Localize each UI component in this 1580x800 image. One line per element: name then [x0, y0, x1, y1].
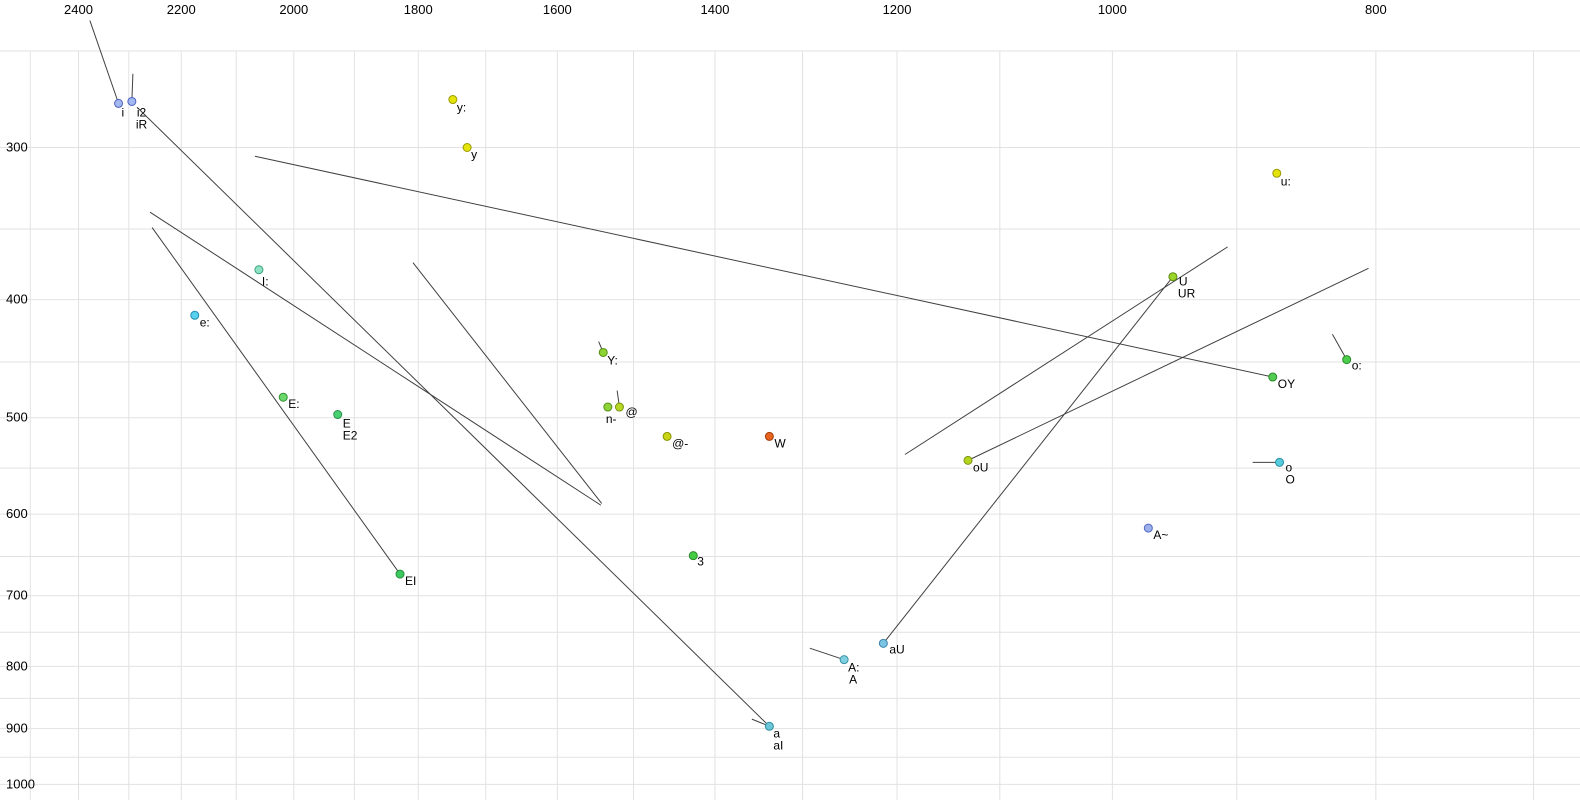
- vowel-point-a-nasal[interactable]: [1143, 523, 1153, 533]
- trajectory-line: [149, 211, 602, 506]
- vowel-point-au[interactable]: [878, 638, 888, 648]
- vowel-label-au: aU: [889, 642, 904, 656]
- vowel-label-schwa: @: [625, 405, 637, 419]
- y-axis-tick-label: 600: [6, 506, 28, 521]
- vowel-label-schwa-low: @-: [672, 436, 688, 450]
- vowel-label-e-cap: E2: [343, 429, 358, 443]
- vowel-point-a-cap-long[interactable]: [839, 655, 849, 665]
- y-axis-tick-label: 800: [6, 658, 28, 673]
- vowel-label-o-cap: o: [1286, 460, 1293, 474]
- vowel-point-y[interactable]: [462, 142, 472, 152]
- y-axis-tick-label: 500: [6, 410, 28, 425]
- x-axis-tick-label: 1400: [701, 2, 730, 17]
- vowel-label-a: aI: [773, 738, 783, 752]
- x-axis-tick-label: 2000: [279, 2, 308, 17]
- y-axis-tick-label: 700: [6, 588, 28, 603]
- vowel-point-o-long[interactable]: [1342, 355, 1352, 365]
- vowel-point-i2[interactable]: [127, 96, 137, 106]
- trajectory-line: [254, 155, 1273, 378]
- vowel-label-o-long: o:: [1352, 359, 1362, 373]
- vowel-point-e-cap[interactable]: [333, 410, 343, 420]
- vowel-label-a-cap-long: A:: [848, 661, 859, 675]
- trajectory-line: [131, 73, 134, 102]
- x-axis-tick-label: 1600: [543, 2, 572, 17]
- y-axis-tick-label: 300: [6, 139, 28, 154]
- y-axis-tick-label: 900: [6, 721, 28, 736]
- y-axis-tick-label: 400: [6, 292, 28, 307]
- vowel-point-y-long[interactable]: [448, 95, 458, 105]
- vowel-label-i-cap-long: I:: [262, 275, 269, 289]
- vowel-label-u-cap: UR: [1178, 287, 1196, 301]
- vowel-point-e-long[interactable]: [190, 310, 200, 320]
- vowel-label-i2: iR: [136, 117, 148, 131]
- vowel-point-i-cap-long[interactable]: [254, 265, 264, 275]
- vowel-point-schwa-low[interactable]: [662, 431, 672, 441]
- vowel-label-i: i: [122, 105, 125, 119]
- vowel-point-three[interactable]: [688, 551, 698, 561]
- vowel-label-e-cap: E: [343, 417, 351, 431]
- vowel-point-oy[interactable]: [1268, 372, 1278, 382]
- trajectory-line: [904, 246, 1228, 455]
- trajectory-line: [136, 106, 770, 727]
- vowel-label-a-cap-long: A: [849, 673, 857, 687]
- trajectory-line: [89, 20, 120, 104]
- vowel-point-u-cap[interactable]: [1168, 272, 1178, 282]
- vowel-point-n[interactable]: [603, 402, 613, 412]
- vowel-label-e-cap-long: E:: [288, 397, 299, 411]
- trajectory-line: [1331, 333, 1348, 360]
- vowel-label-e-long: e:: [200, 315, 210, 329]
- vowel-label-y-cap-long: Y:: [607, 353, 618, 367]
- vowel-label-u-cap: U: [1179, 275, 1188, 289]
- trajectory-line: [967, 267, 1369, 461]
- vowel-point-ou[interactable]: [963, 455, 973, 465]
- vowel-point-y-cap-long[interactable]: [598, 347, 608, 357]
- trajectory-line: [412, 262, 603, 504]
- x-axis-tick-label: 2400: [64, 2, 93, 17]
- vowel-point-w[interactable]: [764, 431, 774, 441]
- vowel-point-u-long[interactable]: [1272, 168, 1282, 178]
- vowel-label-o-cap: O: [1286, 472, 1295, 486]
- trajectory-line: [809, 647, 845, 661]
- vowel-label-ei: EI: [405, 574, 416, 588]
- vowel-point-i[interactable]: [114, 98, 124, 108]
- x-axis-tick-label: 2200: [167, 2, 196, 17]
- vowel-label-w: W: [774, 436, 786, 450]
- vowel-point-o-cap[interactable]: [1275, 457, 1285, 467]
- vowel-label-y-long: y:: [457, 101, 466, 115]
- x-axis-tick-label: 1000: [1098, 2, 1127, 17]
- vowel-label-u-long: u:: [1281, 174, 1291, 188]
- vowel-label-a: a: [773, 726, 780, 740]
- vowel-label-a-nasal: A~: [1153, 528, 1168, 542]
- x-axis-tick-label: 1800: [404, 2, 433, 17]
- vowel-label-i2: i2: [137, 105, 147, 119]
- vowel-point-a[interactable]: [764, 721, 774, 731]
- vowel-point-schwa[interactable]: [614, 402, 624, 412]
- x-axis-tick-label: 1200: [883, 2, 912, 17]
- vowel-label-three: 3: [697, 555, 704, 569]
- vowel-label-oy: OY: [1278, 377, 1295, 391]
- y-axis-tick-label: 1000: [6, 776, 35, 791]
- vowel-label-ou: oU: [973, 460, 988, 474]
- vowel-label-y: y: [471, 147, 477, 161]
- vowel-label-n: n-: [606, 412, 617, 426]
- x-axis-tick-label: 800: [1365, 2, 1387, 17]
- vowel-point-e-cap-long[interactable]: [278, 392, 288, 402]
- vowel-point-ei[interactable]: [395, 569, 405, 579]
- trajectory-line: [151, 227, 401, 575]
- trajectory-line: [882, 276, 1174, 644]
